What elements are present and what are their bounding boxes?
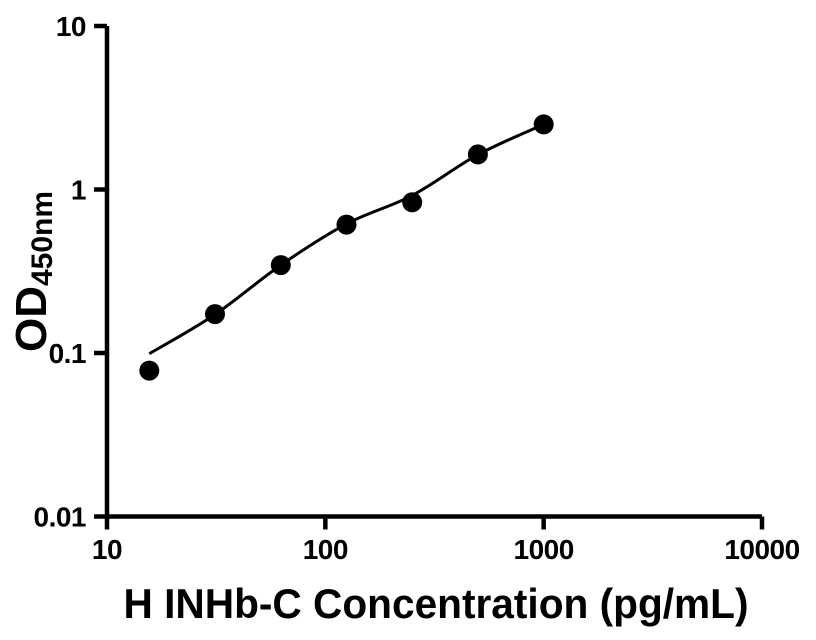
y-axis-label: OD450nm xyxy=(7,191,59,352)
data-point xyxy=(533,114,554,135)
x-tick-label: 100 xyxy=(303,534,348,565)
x-axis-title: H INHb-C Concentration (pg/mL) xyxy=(124,580,749,627)
data-point xyxy=(402,192,423,213)
x-tick-label: 10000 xyxy=(724,534,799,565)
y-tick-label: 10 xyxy=(56,11,86,42)
data-point xyxy=(270,255,291,276)
y-tick-label: 0.1 xyxy=(49,338,86,369)
x-tick-label: 10 xyxy=(92,534,122,565)
y-axis-label-subscript: 450nm xyxy=(26,191,59,286)
plot-axes xyxy=(104,26,762,519)
y-tick-label: 1 xyxy=(71,175,86,206)
data-point xyxy=(467,144,488,165)
data-point xyxy=(205,304,225,325)
data-point xyxy=(139,360,160,381)
x-tick-label: 1000 xyxy=(514,534,574,565)
y-tick-label: 0.01 xyxy=(34,502,87,533)
y-axis-label-main: OD xyxy=(7,286,56,352)
data-point xyxy=(336,214,357,235)
